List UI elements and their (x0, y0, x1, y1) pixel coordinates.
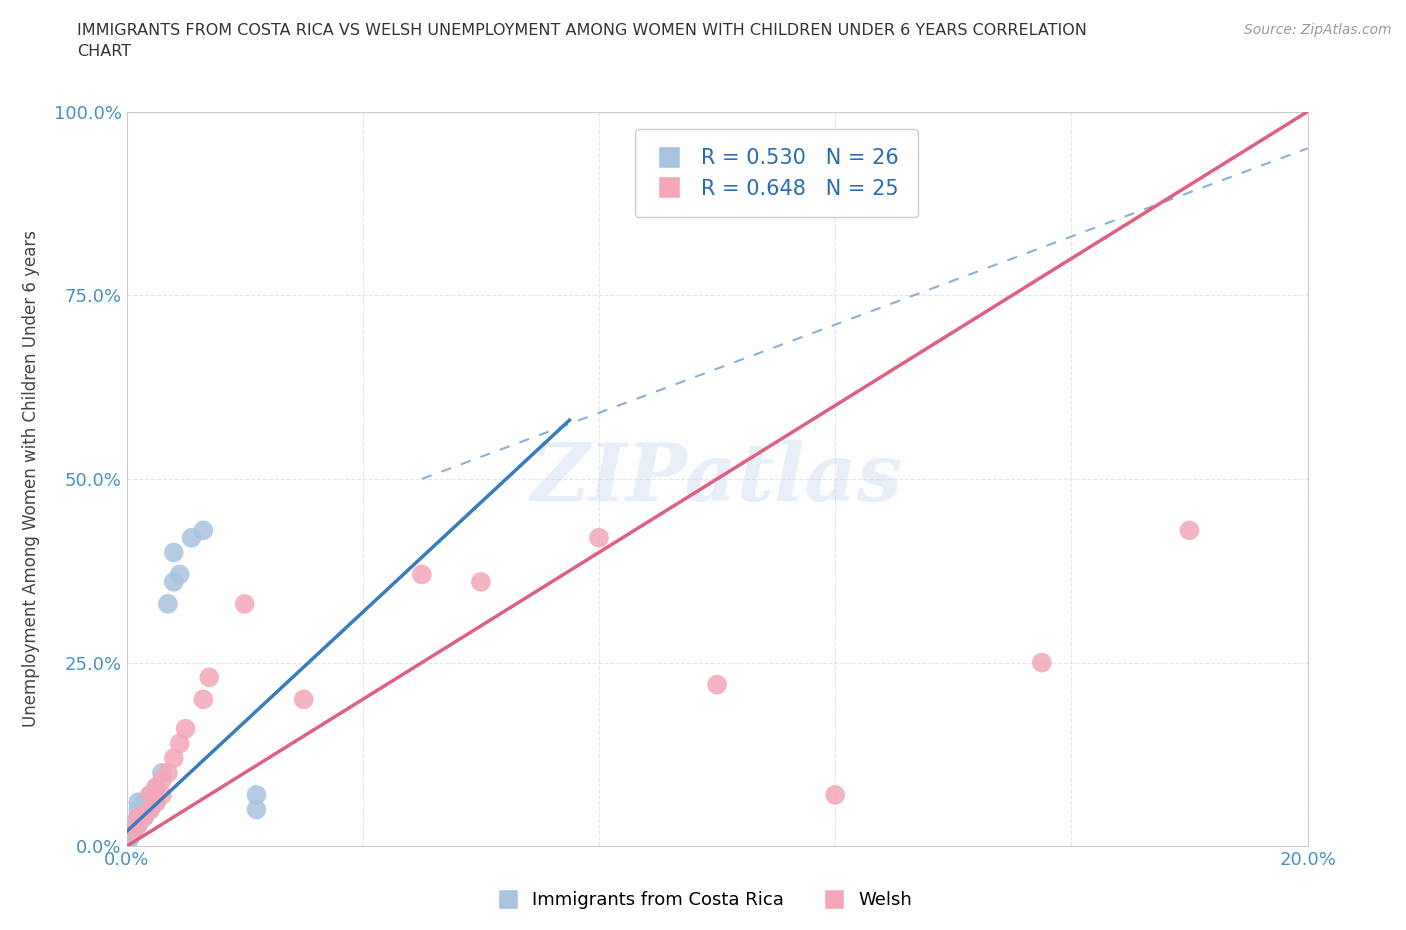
Point (139, 788, 162, 803)
Point (163, 545, 186, 560)
Point (134, 809, 156, 824)
Point (706, 677, 728, 692)
Point (121, 824, 143, 839)
Point (470, 575, 492, 590)
Y-axis label: Unemployment Among Women with Children Under 6 years: Unemployment Among Women with Children U… (21, 231, 39, 727)
Point (411, 567, 433, 582)
Point (163, 751, 186, 765)
Point (139, 795, 162, 810)
Point (145, 795, 167, 810)
Legend: Immigrants from Costa Rica, Welsh: Immigrants from Costa Rica, Welsh (486, 884, 920, 916)
Text: ZIPatlas: ZIPatlas (531, 440, 903, 518)
Point (245, 788, 267, 803)
Legend: R = 0.530   N = 26, R = 0.648   N = 25: R = 0.530 N = 26, R = 0.648 N = 25 (634, 129, 918, 218)
Point (134, 802, 156, 817)
Point (180, 530, 202, 545)
Point (588, 530, 610, 545)
Point (145, 780, 167, 795)
Point (156, 765, 179, 780)
Point (139, 802, 162, 817)
Point (150, 765, 173, 780)
Point (824, 788, 846, 803)
Point (134, 795, 156, 810)
Point (193, 523, 215, 538)
Point (1178, 523, 1201, 538)
Point (292, 692, 315, 707)
Point (1031, 656, 1053, 671)
Point (118, 831, 141, 846)
Point (127, 817, 149, 831)
Point (198, 670, 221, 684)
Point (169, 567, 191, 582)
Point (139, 802, 162, 817)
Point (163, 575, 186, 590)
Point (193, 692, 215, 707)
Text: IMMIGRANTS FROM COSTA RICA VS WELSH UNEMPLOYMENT AMONG WOMEN WITH CHILDREN UNDER: IMMIGRANTS FROM COSTA RICA VS WELSH UNEM… (77, 23, 1087, 60)
Point (121, 824, 143, 839)
Point (156, 596, 179, 611)
Point (150, 788, 173, 803)
Point (134, 809, 156, 824)
Point (169, 736, 191, 751)
Point (127, 802, 149, 817)
Point (124, 817, 146, 831)
Point (139, 788, 162, 803)
Point (145, 795, 167, 810)
Point (122, 824, 145, 839)
Point (121, 817, 143, 831)
Point (127, 795, 149, 810)
Point (174, 722, 197, 737)
Point (127, 809, 149, 824)
Point (245, 802, 267, 817)
Point (145, 780, 167, 795)
Point (127, 809, 149, 824)
Point (127, 817, 149, 831)
Text: Source: ZipAtlas.com: Source: ZipAtlas.com (1244, 23, 1392, 37)
Point (150, 773, 173, 788)
Point (233, 596, 256, 611)
